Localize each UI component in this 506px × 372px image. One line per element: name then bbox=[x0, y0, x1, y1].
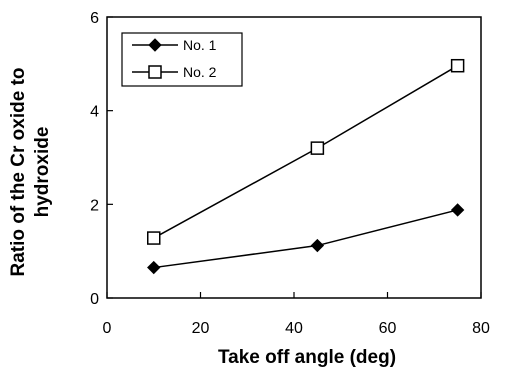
x-tick-label: 60 bbox=[379, 320, 397, 337]
legend-label: No. 2 bbox=[183, 64, 217, 80]
y-tick-label: 4 bbox=[90, 104, 99, 121]
series-2-point bbox=[147, 231, 161, 245]
series-line-2 bbox=[153, 65, 459, 239]
legend-label: No. 1 bbox=[183, 37, 217, 53]
y-axis-title-line-1: Ratio of the Cr oxide to bbox=[8, 68, 29, 277]
y-tick-label: 0 bbox=[90, 291, 99, 308]
legend-swatch-marker bbox=[148, 65, 162, 79]
y-tick-label: 6 bbox=[90, 10, 99, 27]
x-tick-label: 0 bbox=[103, 320, 112, 337]
series-line-1 bbox=[153, 209, 458, 269]
series-2-point bbox=[310, 141, 325, 155]
legend-box bbox=[121, 32, 243, 87]
legend-swatch-marker bbox=[148, 38, 162, 52]
series-1-point bbox=[147, 260, 161, 275]
y-axis-title-line-2: hydroxide bbox=[32, 127, 53, 218]
series-1-point bbox=[450, 203, 465, 217]
series-2-point bbox=[450, 58, 465, 73]
y-tick-label: 2 bbox=[90, 197, 99, 214]
x-tick-label: 20 bbox=[192, 320, 210, 337]
series-1-point bbox=[310, 238, 325, 253]
x-axis-title: Take off angle (deg) bbox=[218, 347, 396, 368]
x-tick-label: 80 bbox=[472, 320, 490, 337]
x-tick-label: 40 bbox=[285, 320, 303, 337]
